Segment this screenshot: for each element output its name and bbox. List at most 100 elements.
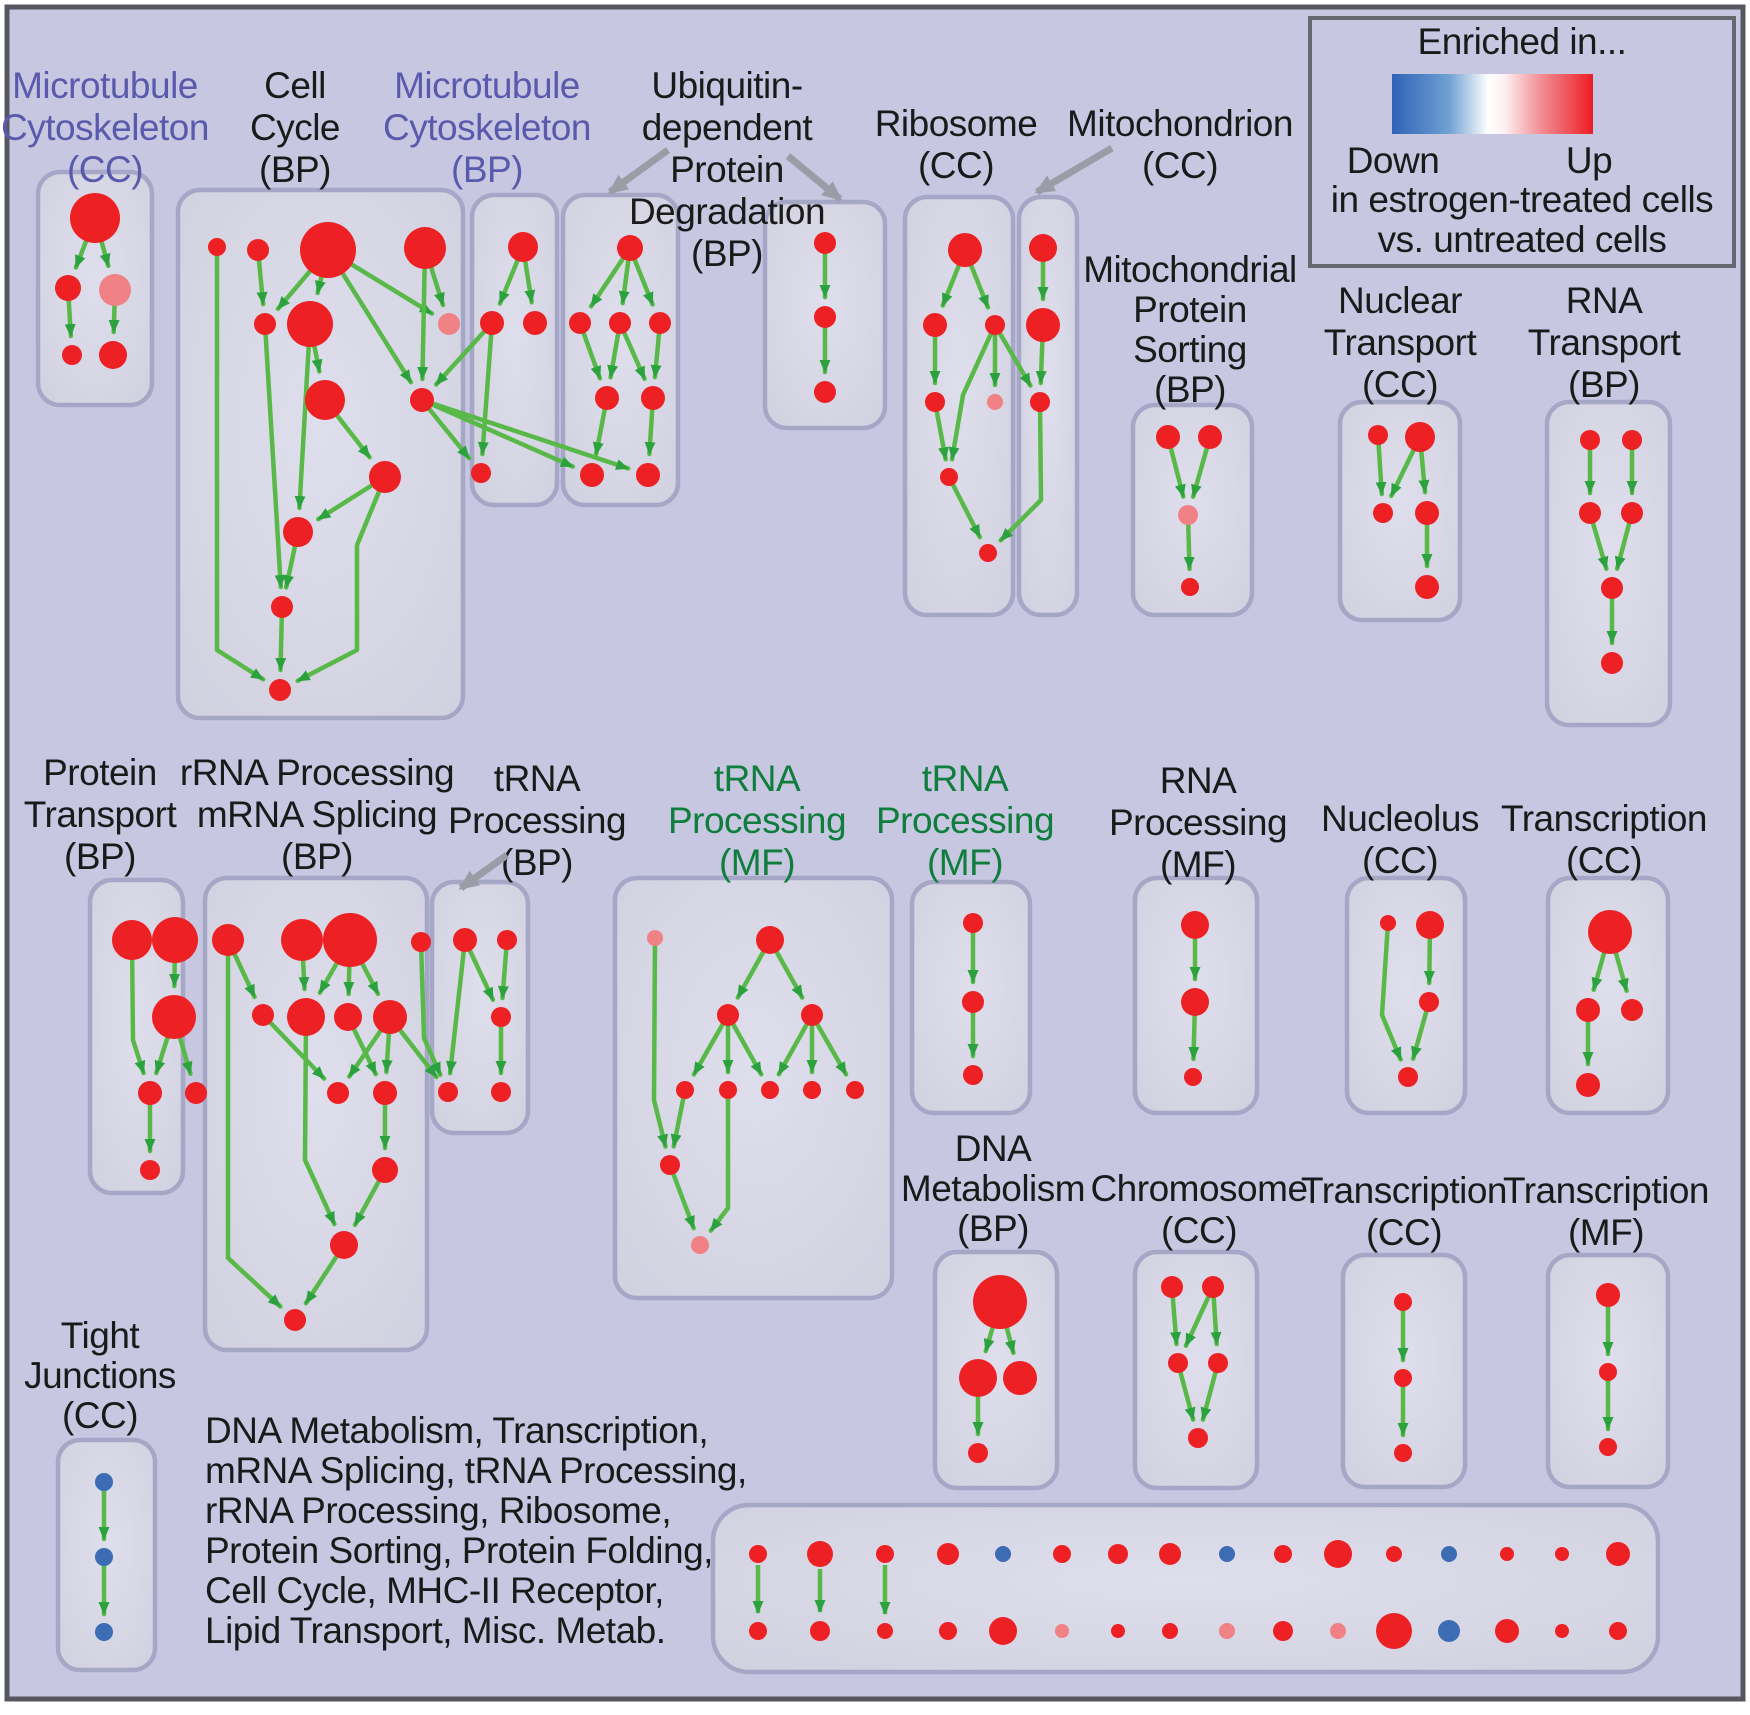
nucleolus-cc-node-Y4 [1398, 1067, 1418, 1087]
protein-transport-bp-node-P6 [140, 1160, 160, 1180]
label-microtubule-cytoskeleton-bp-line-1: Cytoskeleton [383, 107, 591, 148]
label-transcription-cc-1-line-0: Transcription [1501, 798, 1707, 839]
rrna-processing-mrna-splicing-bp-node-Q10 [373, 1081, 397, 1105]
cell-cycle-bp-node-H [305, 380, 345, 420]
edge-trna-processing-mf-1.V3-to-trna-processing-mf-1.V5 [691, 1012, 731, 1077]
mitochondrion-cc-node-M3 [1030, 392, 1050, 412]
label-microtubule-cytoskeleton-cc-line-0: Microtubule [12, 65, 198, 106]
microtubule-cytoskeleton-cc-node-b [55, 275, 81, 301]
edge-rrna-processing-mrna-splicing-bp.Q6-to-rrna-processing-mrna-splicing-bp.Q12 [302, 1014, 337, 1227]
cluster-box-rrna-processing-mrna-splicing-bp [202, 875, 430, 1353]
microtubule-cytoskeleton-bp-node-MB1 [508, 232, 538, 262]
nuclear-transport-cc-node-N2 [1405, 422, 1435, 452]
ubiquitin-degradation-bp-2-node-v1 [814, 232, 836, 254]
label-tight-junctions-cc-line-0: Tight [61, 1315, 141, 1356]
edge-rrna-processing-mrna-splicing-bp.Q5-to-rrna-processing-mrna-splicing-bp.Q9 [260, 1012, 327, 1081]
transcription-cc-2-node-S2 [1394, 1369, 1412, 1387]
ubiquitin-degradation-bp-node-u8 [636, 463, 660, 487]
rrna-processing-mrna-splicing-bp-node-Q6 [287, 998, 325, 1036]
label-mitochondrial-protein-sorting-bp-line-3: (BP) [1154, 369, 1226, 410]
trna-processing-mf-1-node-V5 [676, 1081, 694, 1099]
chromosome-cc-node-C3 [1168, 1353, 1188, 1373]
legend-title: Enriched in... [1418, 21, 1627, 62]
misc-categories-line-3: Protein Sorting, Protein Folding, [205, 1530, 713, 1571]
legend-subtitle-1: in estrogen-treated cells [1331, 179, 1713, 220]
cross-edge-cell-cycle-bp.I-to-microtubule-cytoskeleton-bp.MB4 [419, 397, 472, 461]
label-transcription-cc-2-line-0: Transcription [1301, 1170, 1507, 1211]
misc-node-top-3 [937, 1543, 959, 1565]
rrna-processing-mrna-splicing-bp-node-Q5 [252, 1004, 274, 1026]
transcription-mf-node-F1 [1596, 1283, 1620, 1307]
nuclear-transport-cc-node-N5 [1415, 575, 1439, 599]
mitochondrion-cc-node-M1 [1029, 234, 1057, 262]
misc-node-bottom-9 [1273, 1621, 1293, 1641]
edge-cell-cycle-bp.A-to-cell-cycle-bp.M [214, 244, 266, 682]
mitochondrial-protein-sorting-bp-node-MS1 [1156, 425, 1180, 449]
trna-processing-bp-node-U3 [491, 1007, 511, 1027]
label-nuclear-transport-cc-line-1: Transport [1324, 322, 1478, 363]
trna-processing-mf-2-node-W3 [963, 1065, 983, 1085]
edge-cell-cycle-bp.D-to-cell-cycle-bp.I [417, 245, 429, 382]
label-trna-processing-bp-line-1: Processing [448, 800, 626, 841]
label-microtubule-cytoskeleton-cc-line-2: (CC) [67, 149, 143, 190]
trna-processing-mf-2-node-W2 [962, 991, 984, 1013]
cross-edge-cell-cycle-bp.I-to-ubiquitin-degradation-bp.u7 [419, 397, 576, 469]
label-mitochondrion-cc-line-0: Mitochondrion [1067, 103, 1293, 144]
trna-processing-mf-1-node-V10 [660, 1155, 680, 1175]
protein-transport-bp-node-P1 [112, 920, 152, 960]
ribosome-cc-node-R1 [948, 233, 982, 267]
misc-node-bottom-4 [989, 1617, 1017, 1645]
mitochondrion-cc-node-M2 [1026, 308, 1060, 342]
ribosome-cc-node-R6 [940, 468, 958, 486]
edge-trna-processing-bp.U1-to-trna-processing-bp.U4 [445, 937, 468, 1076]
chromosome-cc-node-C2 [1202, 1276, 1224, 1298]
ribosome-cc-node-R4 [925, 392, 945, 412]
label-rna-transport-bp-line-0: RNA [1566, 280, 1643, 321]
ubiquitin-left-pointer-icon [607, 147, 671, 195]
misc-categories-line-1: mRNA Splicing, tRNA Processing, [205, 1450, 747, 1491]
protein-transport-bp-node-P3 [152, 995, 196, 1039]
label-microtubule-cytoskeleton-bp-line-2: (BP) [451, 149, 523, 190]
edge-trna-processing-mf-1.V6-to-trna-processing-mf-1.V11 [708, 1087, 731, 1233]
mitochondrial-protein-sorting-bp-node-MS4 [1181, 578, 1199, 596]
label-chromosome-cc-line-0: Chromosome [1090, 1168, 1307, 1209]
chromosome-cc-node-C5 [1188, 1428, 1208, 1448]
misc-node-bottom-13 [1495, 1619, 1519, 1643]
cluster-box-chromosome-cc [1132, 1249, 1260, 1491]
rna-processing-mf-node-X1 [1181, 911, 1209, 939]
label-rrna-processing-mrna-splicing-bp-line-0: rRNA Processing [180, 752, 454, 793]
label-cell-cycle-bp-line-0: Cell [264, 65, 326, 106]
rrna-processing-mrna-splicing-bp-node-Q8 [373, 1000, 407, 1034]
label-rrna-processing-mrna-splicing-bp-line-1: mRNA Splicing [197, 794, 437, 835]
microtubule-cytoskeleton-bp-node-MB3 [523, 311, 547, 335]
misc-node-top-8 [1219, 1546, 1235, 1562]
microtubule-cytoskeleton-cc-node-c [99, 274, 131, 306]
ubiquitin-degradation-bp-node-u6 [641, 386, 665, 410]
edge-trna-processing-mf-1.V10-to-trna-processing-mf-1.V11 [667, 1162, 696, 1231]
cluster-box-transcription-cc-1 [1545, 875, 1671, 1116]
label-rna-processing-mf-line-2: (MF) [1160, 844, 1236, 885]
trna-processing-mf-2-node-W1 [963, 913, 983, 933]
cell-cycle-bp-node-F [287, 301, 333, 347]
legend-up-label: Up [1566, 140, 1612, 181]
edge-microtubule-cytoskeleton-bp.MB2-to-microtubule-cytoskeleton-bp.MB4 [477, 320, 495, 457]
mitochondrial-protein-sorting-bp-node-MS3 [1178, 505, 1198, 525]
cross-edge-microtubule-cytoskeleton-bp.MB2-to-cell-cycle-bp.I [433, 320, 495, 387]
cross-edge-cell-cycle-bp.I-to-ubiquitin-degradation-bp.u8 [419, 397, 631, 471]
misc-node-bottom-8 [1219, 1623, 1235, 1639]
rrna-processing-mrna-splicing-bp-node-Q3 [323, 913, 377, 967]
trna-processing-mf-1-node-V3 [717, 1004, 739, 1026]
nucleolus-cc-node-Y1 [1380, 915, 1396, 931]
label-rrna-processing-mrna-splicing-bp-line-2: (BP) [281, 836, 353, 877]
microtubule-cytoskeleton-cc-node-e [99, 341, 127, 369]
label-trna-processing-mf-1-line-0: tRNA [714, 758, 801, 799]
transcription-mf-node-F3 [1599, 1438, 1617, 1456]
legend-down-label: Down [1347, 140, 1440, 181]
rrna-processing-mrna-splicing-bp-node-Q4 [411, 932, 431, 952]
misc-node-bottom-12 [1438, 1620, 1460, 1642]
ubiquitin-degradation-bp-node-u3 [609, 312, 631, 334]
trna-processing-mf-1-node-V2 [756, 926, 784, 954]
label-ubiquitin-degradation-bp-line-0: Ubiquitin- [651, 65, 802, 106]
rna-transport-bp-node-T6 [1601, 652, 1623, 674]
label-nuclear-transport-cc-line-2: (CC) [1362, 364, 1438, 405]
